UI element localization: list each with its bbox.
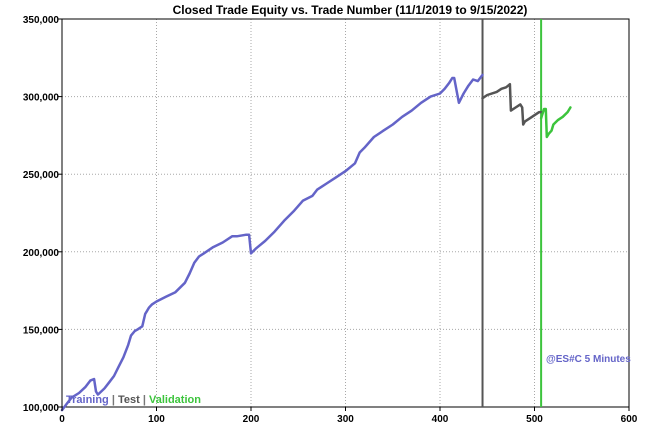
y-tick-label: 200,000 [23,248,60,259]
x-axis: 0 100 200 300 400 500 600 [59,407,638,425]
split-lines [481,19,543,407]
series-line-validation [539,106,572,139]
legend-validation: Validation [149,394,201,406]
x-tick-label: 0 [59,414,65,425]
series-group [60,73,572,412]
x-tick-label: 100 [148,414,165,425]
legend-training: Training [66,394,109,406]
legend-separator: | [140,394,149,406]
x-tick-label: 600 [621,414,638,425]
y-tick-label: 100,000 [23,403,60,414]
x-tick-label: 500 [526,414,543,425]
y-tick-label: 300,000 [23,93,60,104]
symbol-annotation: @ES#C 5 Minutes [546,354,631,365]
y-tick-label: 350,000 [23,15,60,26]
x-tick-label: 200 [243,414,260,425]
legend-test: Test [118,394,140,406]
y-axis: 100,000 150,000 200,000 250,000 300,000 350,0… [23,15,62,414]
series-line-training [60,73,484,412]
legend: Training | Test | Validation [66,394,201,406]
x-tick-label: 400 [432,414,449,425]
y-tick-label: 250,000 [23,170,60,181]
plot-area [61,18,630,408]
legend-separator: | [109,394,118,406]
x-tick-label: 300 [337,414,354,425]
chart-title: Closed Trade Equity vs. Trade Number (11… [173,3,528,17]
grid [62,19,629,407]
y-tick-label: 150,000 [23,325,60,336]
series-line-test [481,82,543,126]
